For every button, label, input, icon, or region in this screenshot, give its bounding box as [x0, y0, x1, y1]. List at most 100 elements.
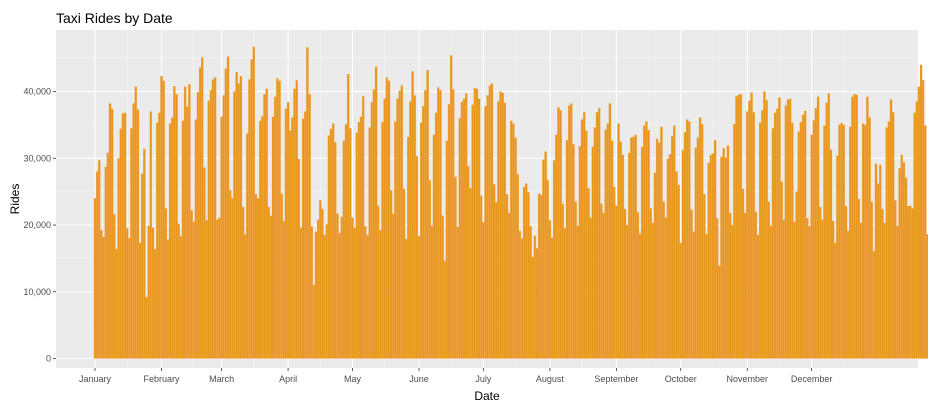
bar: [376, 205, 380, 359]
bar: [113, 214, 116, 359]
bar: [196, 92, 200, 359]
bar: [634, 134, 637, 359]
bar: [147, 225, 150, 359]
bar: [155, 122, 159, 359]
bar: [621, 154, 625, 359]
bar: [703, 194, 706, 359]
bar: [160, 76, 163, 359]
bar: [836, 155, 839, 359]
bar: [479, 195, 483, 359]
bar: [773, 112, 777, 359]
bar: [115, 248, 118, 359]
bar: [591, 146, 595, 359]
bar: [520, 238, 524, 359]
bar: [389, 190, 393, 359]
bar: [763, 91, 766, 359]
bar: [143, 148, 146, 359]
bar: [561, 203, 564, 359]
bar: [447, 104, 451, 359]
bar: [306, 47, 309, 359]
bar: [733, 124, 736, 359]
y-axis-title: Rides: [8, 184, 22, 215]
bar: [254, 194, 258, 359]
bar: [900, 154, 903, 359]
bar: [233, 91, 236, 359]
bar: [460, 102, 464, 359]
bar: [194, 119, 198, 359]
bar: [613, 186, 616, 359]
bar: [825, 102, 828, 359]
bar: [484, 106, 487, 359]
bar: [690, 209, 693, 359]
bar: [540, 194, 543, 359]
bar: [638, 233, 642, 359]
bar: [846, 230, 850, 359]
bar: [855, 94, 858, 359]
bar: [765, 100, 768, 359]
bar: [570, 103, 573, 359]
bar: [879, 164, 882, 359]
bar: [364, 226, 367, 359]
bar: [812, 120, 816, 359]
y-tick-label: 0: [46, 354, 51, 364]
bar: [658, 142, 661, 359]
bar: [398, 90, 401, 359]
bar: [246, 133, 249, 359]
bar: [587, 188, 590, 359]
bar: [636, 212, 640, 359]
bar: [325, 224, 328, 359]
bar: [134, 86, 137, 359]
bar: [851, 96, 854, 359]
bar: [808, 226, 811, 359]
bar: [525, 183, 528, 359]
bar: [537, 193, 541, 359]
bar: [604, 129, 607, 359]
bar: [666, 158, 670, 359]
bar: [263, 94, 266, 359]
bar: [505, 194, 509, 359]
bar: [752, 112, 755, 359]
bar: [267, 206, 271, 359]
bar: [651, 222, 655, 359]
bar: [767, 201, 770, 359]
bar: [104, 166, 107, 359]
bar: [171, 117, 174, 359]
bar: [716, 218, 719, 359]
bar: [694, 147, 698, 359]
bar: [291, 117, 294, 359]
bar: [411, 71, 414, 359]
bar: [492, 184, 496, 359]
bar: [207, 100, 210, 359]
bar: [402, 188, 406, 359]
y-tick-label: 30,000: [23, 153, 51, 163]
bar: [471, 104, 474, 359]
bar: [632, 136, 635, 359]
bar: [883, 222, 886, 359]
bar: [872, 250, 876, 359]
bar: [289, 130, 292, 359]
bar: [849, 126, 852, 359]
bar: [756, 234, 760, 359]
bar: [434, 112, 438, 359]
bar: [188, 84, 191, 359]
bar: [349, 128, 352, 359]
bar: [784, 105, 788, 359]
bar: [449, 55, 453, 359]
y-axis: 0 10,000 20,000 30,000 40,000: [23, 87, 56, 364]
bar: [546, 180, 549, 359]
bar: [816, 96, 820, 359]
x-tick-label: March: [209, 374, 234, 384]
bar: [304, 111, 307, 359]
bar: [593, 127, 597, 359]
bar: [250, 59, 253, 359]
bar: [818, 206, 822, 359]
bar: [874, 163, 878, 359]
bar: [473, 88, 477, 359]
bar: [213, 77, 217, 359]
bar: [149, 111, 153, 359]
bar: [673, 125, 676, 359]
bar: [728, 212, 732, 359]
bar: [906, 206, 910, 359]
bar: [786, 99, 790, 359]
bar: [791, 122, 794, 359]
